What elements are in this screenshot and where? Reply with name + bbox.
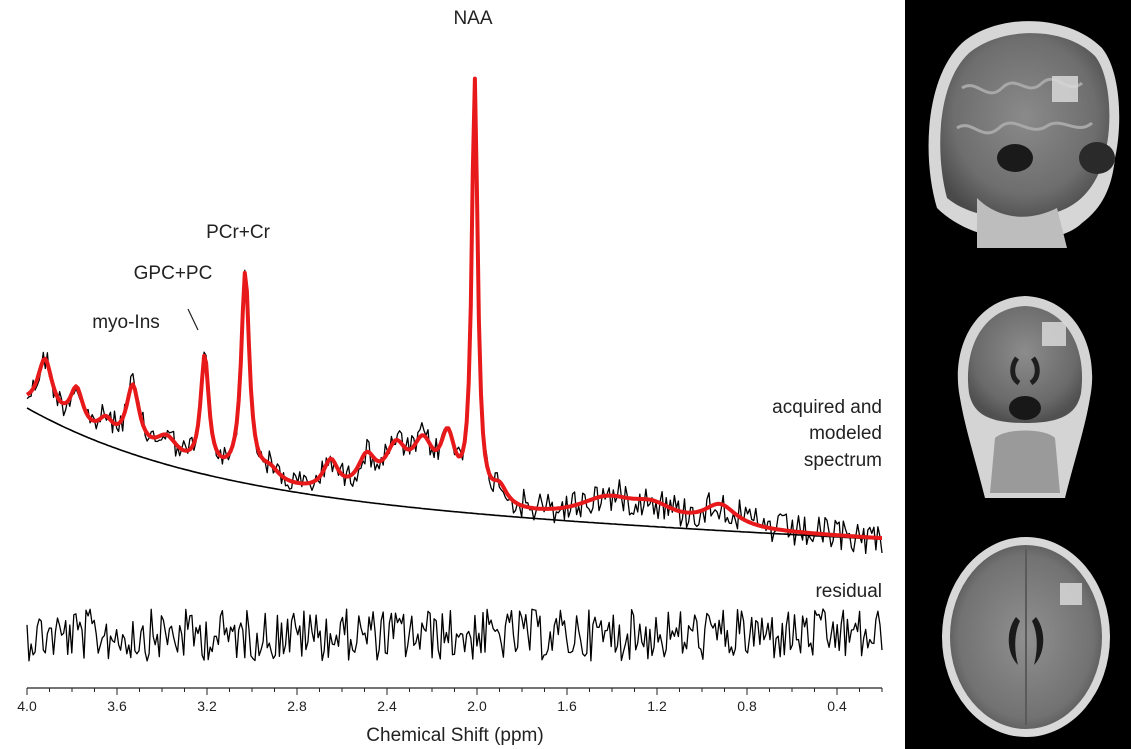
x-axis: 4.0 3.6 3.2 2.8 2.4 2.0 1.6 1.2 0.8 0.4 [17, 687, 883, 714]
modeled-spectrum-line [25, 76, 883, 541]
mri-axial-image [942, 537, 1110, 737]
mri-coronal-image [957, 296, 1093, 498]
spectrum-label-line-1: acquired and [772, 397, 882, 418]
x-tick-label: 0.4 [827, 698, 847, 714]
peak-label-gpc-pc: GPC+PC [134, 263, 213, 284]
x-tick-label: 3.2 [197, 698, 217, 714]
baseline-line [26, 407, 883, 540]
x-tick-label: 2.4 [377, 698, 397, 714]
x-tick-label: 2.8 [287, 698, 307, 714]
x-axis-title: Chemical Shift (ppm) [366, 725, 543, 746]
acquired-spectrum-line [26, 89, 883, 555]
x-tick-label: 2.0 [467, 698, 487, 714]
x-tick-label: 0.8 [737, 698, 757, 714]
plot-area [25, 76, 883, 662]
x-tick-label: 4.0 [17, 698, 37, 714]
residual-label: residual [815, 581, 882, 602]
peak-label-naa: NAA [453, 8, 492, 29]
peak-label-myo-ins: myo-Ins [92, 312, 160, 333]
spectrum-chart: NAA PCr+Cr GPC+PC myo-Ins acquired and m… [17, 8, 883, 746]
x-tick-label: 1.2 [647, 698, 667, 714]
gpc-pc-leader-line [187, 308, 199, 331]
peak-label-pcr-cr: PCr+Cr [206, 222, 271, 243]
x-tick-label: 1.6 [557, 698, 577, 714]
x-tick-label: 3.6 [107, 698, 127, 714]
residual-line [26, 608, 883, 662]
mri-image-panel [905, 0, 1131, 749]
spectrum-label-line-2: modeled [809, 423, 882, 444]
spectrum-label-line-3: spectrum [804, 450, 882, 471]
mri-sagittal-image [928, 21, 1120, 248]
